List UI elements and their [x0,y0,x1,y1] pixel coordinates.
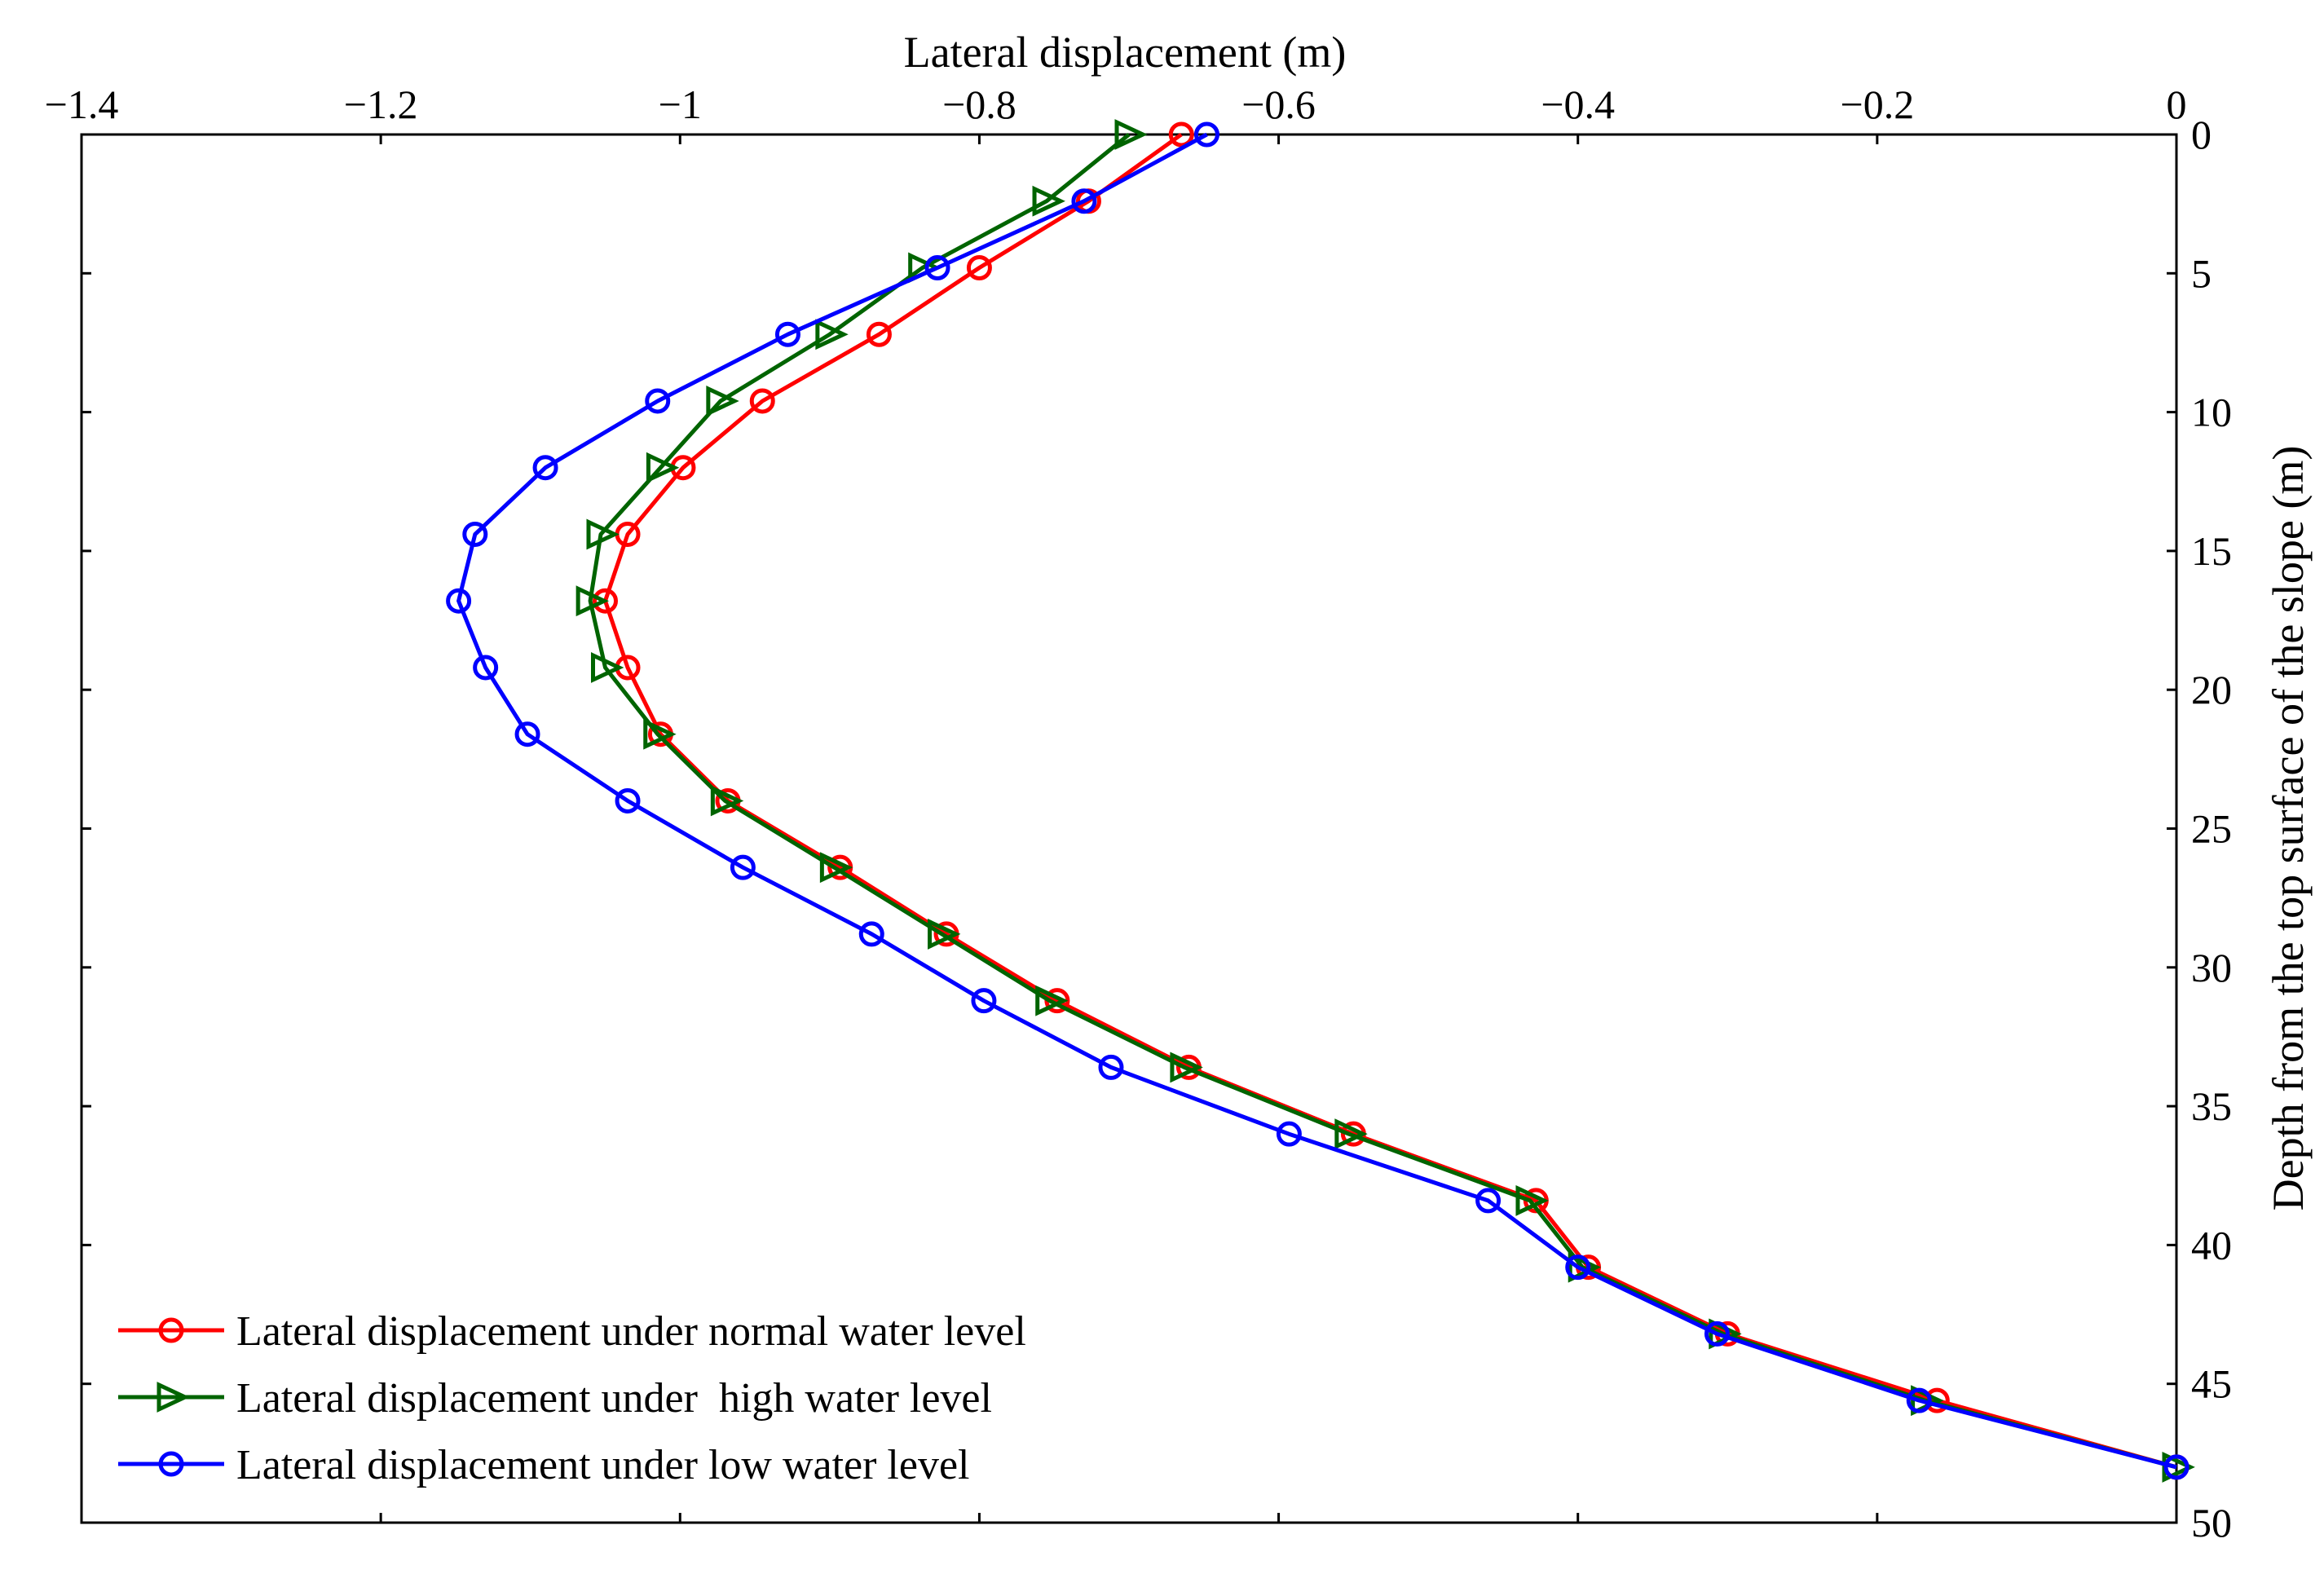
legend-label: Lateral displacement under normal water … [236,1308,1026,1355]
data-point [710,785,744,817]
data-point [971,988,997,1014]
data-point [858,921,884,947]
data-point [591,652,624,683]
data-point [1168,121,1194,148]
data-point [462,521,488,547]
data-point [446,588,472,614]
legend-marker [157,1382,190,1413]
x-axis-ticks: −1.4 −1.2 −1 −0.8 −0.6 −0.4 −0.2 0 [45,82,2187,1523]
legend-entry-2: Lateral displacement under high water le… [118,1375,992,1422]
legend-label: Lateral displacement under low water lev… [236,1442,970,1488]
data-point [514,721,540,747]
legend-entry-3: Lateral displacement under low water lev… [118,1442,970,1488]
y-tick-label: 20 [2191,667,2232,712]
y-tick-label: 30 [2191,945,2232,990]
x-tick-label: 0 [2167,82,2187,127]
legend-label: Lateral displacement under high water le… [236,1375,992,1422]
data-point [615,787,641,813]
data-point [749,388,775,414]
x-tick-label: −0.4 [1541,82,1615,127]
legend: Lateral displacement under normal water … [118,1308,1026,1488]
data-point [1704,1320,1730,1347]
data-point [928,918,961,950]
x-tick-label: −0.6 [1241,82,1316,127]
data-point [473,655,499,681]
y-axis-title: Depth from the top surface of the slope … [2264,446,2313,1211]
y-tick-label: 10 [2191,390,2232,435]
data-point [924,254,950,280]
data-point [1565,1254,1591,1281]
data-point [1334,1118,1368,1150]
data-point [1906,1387,1932,1413]
series-line [456,132,2177,1470]
y-tick-label: 45 [2191,1361,2232,1407]
y-tick-label: 40 [2191,1222,2232,1268]
data-point [1098,1054,1124,1080]
data-point [586,518,620,550]
data-point [1071,188,1097,214]
legend-entry-1: Lateral displacement under normal water … [118,1308,1026,1355]
series-line [588,133,2177,1470]
y-tick-label: 0 [2191,112,2212,157]
series-layer [446,119,2195,1483]
y-tick-label: 50 [2191,1500,2232,1545]
data-point [1515,1184,1549,1216]
legend-marker [158,1317,184,1343]
data-point [1568,1251,1602,1283]
data-point [1170,1052,1203,1083]
y-axis-ticks: 0 5 10 15 20 25 30 35 40 45 50 [82,112,2232,1545]
y-tick-label: 15 [2191,528,2232,574]
data-point [645,388,671,414]
data-point [866,321,892,347]
data-point [646,452,680,483]
data-point [730,854,756,880]
x-tick-label: −1.2 [344,82,418,127]
data-point [815,319,849,351]
data-point [643,718,677,750]
data-point [706,386,739,417]
data-point [966,254,992,280]
data-point [819,852,853,884]
data-point [2163,1454,2189,1480]
x-tick-label: −1.4 [45,82,119,127]
data-point [1193,121,1219,148]
data-point [1475,1188,1502,1214]
data-point [593,588,618,614]
data-point [774,321,800,347]
y-tick-label: 35 [2191,1083,2232,1129]
x-tick-label: −0.2 [1841,82,1915,127]
data-point [1035,985,1069,1016]
data-point [1276,1121,1302,1147]
x-axis-title: Lateral displacement (m) [904,28,1347,77]
x-tick-label: −0.8 [942,82,1016,127]
data-point [1032,185,1065,217]
x-tick-label: −1 [659,82,702,127]
data-point [1114,119,1148,150]
data-point [575,585,610,617]
series-3 [446,121,2189,1480]
data-point [532,455,558,481]
y-tick-label: 5 [2191,250,2212,296]
legend-marker [158,1451,184,1477]
y-tick-label: 25 [2191,806,2232,852]
